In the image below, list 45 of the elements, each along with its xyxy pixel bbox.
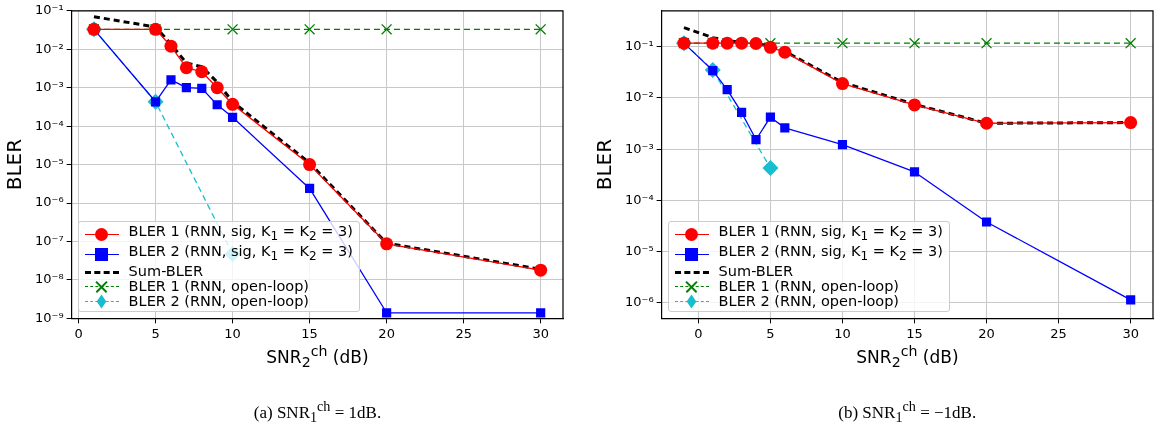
y-tick-label: 10⁻² (624, 89, 654, 105)
x-tick-label: 0 (694, 325, 703, 341)
legend-label: BLER 1 (RNN, sig, K$_{1}$ = K$_{2}$ = 3) (718, 223, 943, 245)
y-tick-label: 10⁻⁶ (34, 194, 64, 210)
x-axis-title: SNR$_{2}$$^{ch}$ (dB) (266, 343, 369, 371)
x-tick-label: 10 (224, 325, 241, 341)
y-tick-label: 10⁻⁴ (34, 117, 64, 133)
y-tick-label: 10⁻⁵ (34, 155, 64, 171)
y-axis-title: BLER (592, 138, 617, 191)
y-tick-label: 10⁻³ (34, 79, 64, 95)
x-tick-label: 25 (455, 325, 472, 341)
legend-label: BLER 1 (RNN, open-loop) (718, 278, 900, 295)
y-tick-label: 10⁻³ (624, 140, 654, 156)
y-tick-label: 10⁻⁴ (624, 191, 654, 207)
legend-label: BLER 2 (RNN, sig, K$_{1}$ = K$_{2}$ = 3) (718, 243, 943, 265)
text: (b) SNR$_{1}$$^{ch}$ = −1dB. (838, 398, 977, 427)
x-tick-label: 20 (978, 325, 995, 341)
x-tick-label: 5 (151, 325, 160, 341)
y-tick-label: 10⁻⁷ (34, 232, 64, 248)
y-tick-label: 10⁻⁹ (34, 309, 64, 325)
legend-label: BLER 2 (RNN, open-loop) (128, 293, 310, 310)
y-tick-label: 10⁻¹ (34, 2, 64, 18)
y-tick-label: 10⁻⁶ (624, 294, 654, 310)
x-tick-label: 0 (74, 325, 83, 341)
x-tick-label: 15 (301, 325, 318, 341)
x-tick-label: 20 (378, 325, 395, 341)
legend-label: BLER 1 (RNN, sig, K$_{1}$ = K$_{2}$ = 3) (128, 223, 353, 245)
y-tick-label: 10⁻¹ (624, 38, 654, 54)
y-tick-label: 10⁻² (34, 40, 64, 56)
x-tick-label: 5 (766, 325, 775, 341)
x-tick-label: 30 (1122, 325, 1139, 341)
x-tick-label: 15 (906, 325, 923, 341)
x-tick-label: 10 (834, 325, 851, 341)
legend-label: BLER 1 (RNN, open-loop) (128, 278, 310, 295)
x-axis-title: SNR$_{2}$$^{ch}$ (dB) (856, 343, 959, 371)
legend-label: BLER 2 (RNN, open-loop) (718, 293, 900, 310)
legend-label: Sum-BLER (718, 263, 794, 280)
y-tick-label: 10⁻⁸ (34, 271, 64, 287)
x-tick-label: 30 (532, 325, 549, 341)
text: (a) SNR$_{1}$$^{ch}$ = 1dB. (253, 398, 382, 427)
legend-label: BLER 2 (RNN, sig, K$_{1}$ = K$_{2}$ = 3) (128, 243, 353, 265)
x-tick-label: 25 (1050, 325, 1067, 341)
legend-label: Sum-BLER (128, 263, 204, 280)
y-axis-title: BLER (2, 138, 27, 191)
y-tick-label: 10⁻⁵ (624, 243, 654, 259)
